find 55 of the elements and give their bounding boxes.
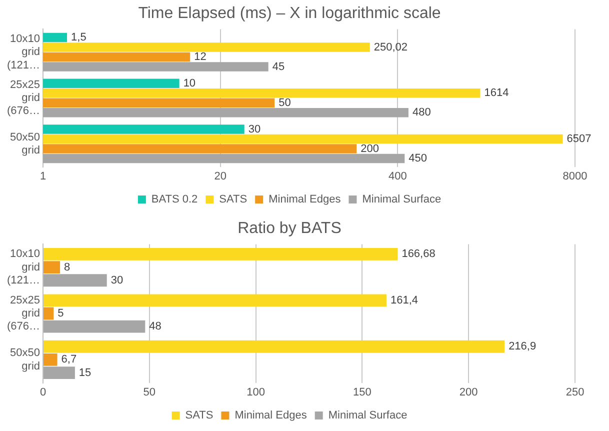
bar xyxy=(44,366,75,380)
x-tick-label: 50 xyxy=(143,386,156,398)
data-label: 1,5 xyxy=(71,32,86,44)
bar xyxy=(44,248,398,260)
data-label: 250,02 xyxy=(374,41,408,54)
bar xyxy=(44,261,60,274)
x-tick-label: 8000 xyxy=(562,170,588,182)
data-label: 15 xyxy=(78,366,92,379)
data-label: 8 xyxy=(64,261,70,274)
data-label: 48 xyxy=(149,320,162,333)
data-label: 480 xyxy=(412,106,431,119)
data-label: 161,4 xyxy=(390,294,418,306)
data-label: 5 xyxy=(58,308,64,320)
bar xyxy=(44,353,58,366)
y-tick-label: 10x10 grid (121… xyxy=(6,248,40,287)
x-tick-label: 20 xyxy=(214,170,226,182)
data-label: 50 xyxy=(278,96,291,109)
data-label: 30 xyxy=(110,274,124,286)
bar xyxy=(44,320,146,333)
legend-label: Minimal Surface xyxy=(328,410,408,422)
x-tick-label: 1 xyxy=(40,170,46,182)
legend-label: BATS 0.2 xyxy=(151,194,198,206)
chart-title: Ratio by BATS xyxy=(238,220,342,238)
x-tick-label: 200 xyxy=(459,386,478,398)
chart-title: Time Elapsed (ms) – X in logarithmic scale xyxy=(138,5,441,22)
y-tick-label: 50x50 grid xyxy=(10,347,40,372)
data-label: 166,68 xyxy=(402,248,436,260)
legend-label: Minimal Edges xyxy=(268,194,342,206)
data-label: 1614 xyxy=(484,87,509,100)
legend-label: Minimal Surface xyxy=(362,194,442,206)
y-tick-label: 50x50 grid xyxy=(10,131,40,156)
y-tick-label: 25x25 grid (676… xyxy=(6,294,40,333)
x-tick-label: 150 xyxy=(353,386,372,398)
x-tick-label: 0 xyxy=(40,386,46,398)
bar xyxy=(44,274,107,287)
data-label: 10 xyxy=(183,77,196,90)
legend-label: SATS xyxy=(219,194,248,206)
bar xyxy=(44,340,505,353)
data-label: 12 xyxy=(194,51,206,64)
y-tick-label: 10x10 grid (121… xyxy=(6,32,40,72)
legend-label: Minimal Edges xyxy=(234,410,308,422)
data-label: 45 xyxy=(272,60,285,73)
x-tick-label: 100 xyxy=(246,386,265,398)
data-label: 216,9 xyxy=(508,340,536,353)
data-label: 30 xyxy=(248,123,261,136)
data-label: 200 xyxy=(360,142,379,155)
bar xyxy=(44,307,54,320)
y-tick-label: 25x25 grid (676… xyxy=(6,78,40,118)
data-label: 6,7 xyxy=(61,354,77,366)
x-tick-label: 250 xyxy=(566,386,584,398)
x-tick-label: 400 xyxy=(388,170,407,182)
legend-label: SATS xyxy=(185,410,214,422)
bar xyxy=(44,294,386,307)
data-label: 6507 xyxy=(566,133,592,146)
data-label: 450 xyxy=(408,152,428,165)
